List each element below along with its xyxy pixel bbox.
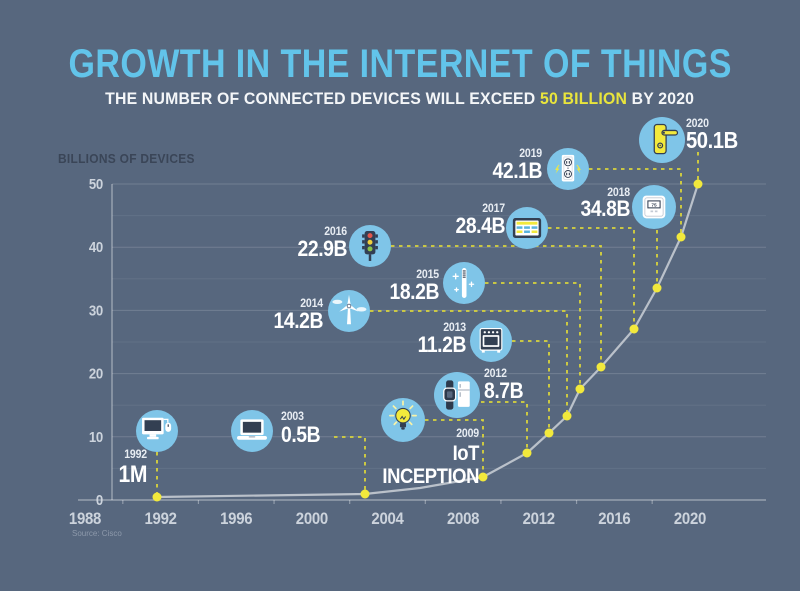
callout-connector [548, 227, 635, 329]
desktop-computer-icon [142, 417, 172, 440]
y-axis-caption: BILLIONS OF DEVICES [58, 151, 195, 166]
callout-circle [434, 372, 480, 418]
callout-connector [391, 245, 602, 367]
callout-connector [589, 168, 682, 237]
callout-connector [512, 340, 550, 433]
smartwatch-fridge-icon [443, 380, 470, 410]
x-tick-label: 1996 [220, 510, 253, 528]
smart-tablet-icon [512, 218, 542, 238]
callout-value-label: 14.2B [274, 309, 324, 333]
callout-connector [370, 310, 568, 416]
x-tick-label: 2008 [447, 510, 480, 528]
callout-connector [481, 401, 528, 453]
callout-year-label: 2012 [484, 367, 507, 380]
wind-turbine-icon [332, 294, 367, 325]
callout-year-label: 2020 [686, 117, 709, 130]
callout-value-label: 28.4B [456, 214, 506, 238]
callout-value-label: 34.8B [581, 197, 631, 221]
y-tick-label: 0 [96, 491, 103, 508]
y-tick-label: 10 [89, 428, 104, 445]
callout-year-label: 2014 [300, 297, 324, 310]
page-title-text: GROWTH IN THE INTERNET OF THINGS [68, 42, 732, 86]
callout-connector [425, 419, 484, 477]
y-tick-label: 30 [89, 302, 104, 319]
x-tick-label: 2004 [371, 510, 404, 528]
data-point-dot [629, 324, 639, 334]
x-tick-label: 2012 [523, 510, 556, 528]
y-tick-label: 20 [89, 365, 104, 382]
callout-year-label: 2013 [443, 321, 466, 334]
laptop-icon [237, 419, 267, 440]
data-point-dot [522, 448, 532, 458]
data-point-dot [544, 428, 554, 438]
callout-connector [334, 436, 366, 494]
callout-value-label: 42.1B [493, 159, 543, 183]
callout-year-label: 2017 [482, 202, 505, 215]
data-point-dot [652, 283, 662, 293]
callout-year-label: 2016 [324, 225, 347, 238]
y-tick-label: 40 [89, 238, 104, 255]
callout-year-label: 2019 [519, 147, 542, 160]
x-tick-label: 2020 [674, 510, 707, 528]
lightbulb-icon [389, 400, 417, 430]
traffic-light-icon [362, 231, 378, 261]
callout-year-label: 2015 [416, 268, 439, 281]
callout-value-label: INCEPTION [382, 465, 479, 488]
data-point-dot [693, 179, 703, 189]
callout-value-label: 22.9B [298, 237, 348, 261]
callout-year-label: 2009 [456, 427, 479, 440]
x-tick-label: 2016 [598, 510, 631, 528]
data-point-dot [575, 384, 585, 394]
power-outlet-icon [555, 154, 581, 182]
thermostat-icon: 75 [642, 195, 666, 219]
callout-value-label: 50.1B [686, 127, 738, 154]
x-tick-label: 2000 [296, 510, 329, 528]
source-credit: Source: Cisco [72, 529, 122, 538]
x-tick-label: 1992 [145, 510, 178, 528]
data-point-dot [360, 489, 370, 499]
subtitle-text: THE NUMBER OF CONNECTED DEVICES WILL EXC… [105, 89, 694, 109]
svg-text:75: 75 [651, 202, 657, 208]
callout-value-label: IoT [453, 442, 480, 465]
callout-value-label: 11.2B [418, 333, 467, 357]
toothbrush-icon [452, 268, 475, 298]
data-point-dot [152, 492, 162, 502]
callout-value-label: 1M [119, 461, 147, 488]
callout-value-label: 0.5B [281, 423, 321, 447]
callout-year-label: 2018 [607, 186, 630, 199]
smart-lock-icon [653, 123, 679, 155]
callout-year-label: 2003 [281, 410, 304, 423]
subtitle-suffix: BY 2020 [627, 89, 695, 108]
data-point-dot [676, 232, 686, 242]
callout-value-label: 18.2B [390, 280, 440, 304]
subtitle-highlight: 50 BILLION [540, 89, 628, 108]
y-tick-label: 50 [89, 175, 104, 192]
subtitle-prefix: THE NUMBER OF CONNECTED DEVICES WILL EXC… [105, 89, 541, 108]
callout-year-label: 1992 [124, 448, 147, 461]
callout-value-label: 8.7B [484, 379, 524, 403]
page-title: GROWTH IN THE INTERNET OF THINGS [0, 42, 800, 87]
x-tick-label: 1988 [69, 510, 102, 528]
data-point-dot [562, 411, 572, 421]
data-point-dot [596, 362, 606, 372]
oven-icon [479, 327, 503, 353]
subtitle: THE NUMBER OF CONNECTED DEVICES WILL EXC… [0, 89, 800, 109]
data-point-dot [478, 472, 488, 482]
